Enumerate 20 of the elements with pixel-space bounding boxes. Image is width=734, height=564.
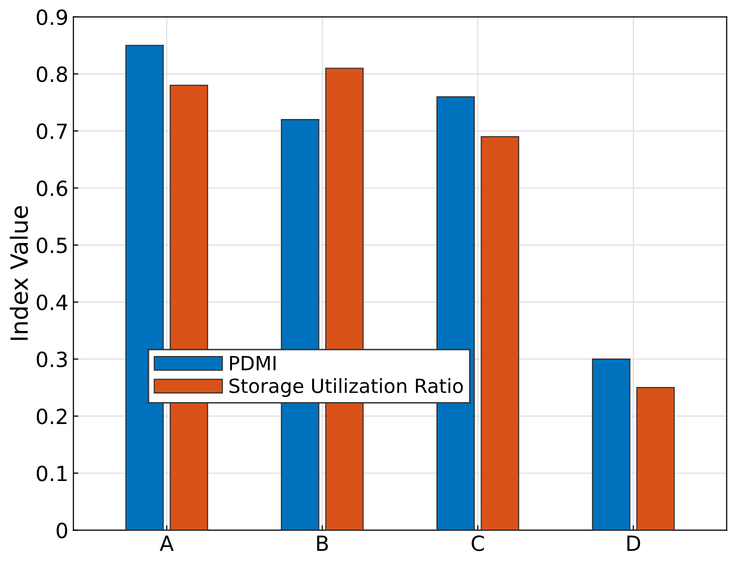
y-tick-label: 0.7 — [36, 123, 67, 140]
y-tick-label: 0.2 — [36, 408, 66, 424]
y-tick-label: 0.6 — [36, 180, 68, 196]
y-tick-label: 0 — [56, 522, 68, 538]
y-tick-label: 0.3 — [36, 352, 67, 368]
x-tick-label: B — [317, 536, 328, 551]
y-tick-label: 0.8 — [36, 66, 68, 82]
y-tick-label: 0.9 — [36, 9, 68, 26]
y-axis-title: Index Value — [10, 206, 28, 340]
y-tick-label: 0.1 — [36, 466, 67, 482]
y-tick-label: 0.4 — [36, 294, 68, 310]
y-tick-label: 0.5 — [36, 237, 67, 254]
x-tick-label: A — [160, 536, 174, 551]
bar — [592, 358, 630, 530]
x-tick-label: D — [627, 536, 640, 551]
legend-label: PDMI — [230, 356, 276, 370]
legend-label: Storage Utilization Ratio — [229, 378, 463, 397]
x-tick-label: C — [472, 535, 484, 552]
bar — [636, 387, 675, 530]
bar — [480, 136, 520, 530]
